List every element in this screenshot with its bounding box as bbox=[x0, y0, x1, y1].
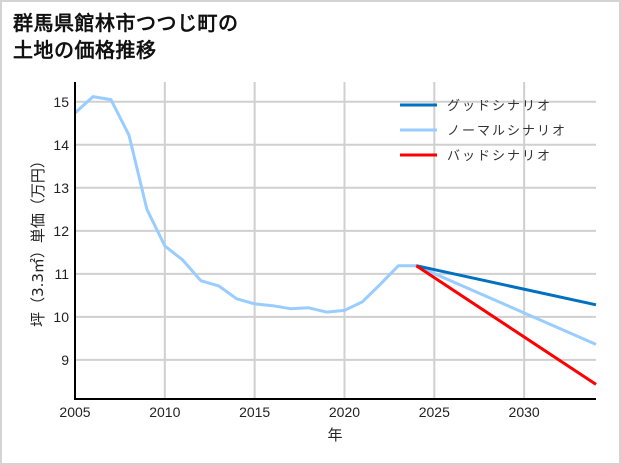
chart-title-line1: 群馬県館林市つつじ町の bbox=[13, 11, 239, 35]
x-tick-label: 2020 bbox=[329, 404, 360, 420]
x-tick-label: 2015 bbox=[239, 404, 270, 420]
legend-label: ノーマルシナリオ bbox=[447, 124, 567, 139]
series-line bbox=[73, 95, 597, 346]
tick-labels: 9 10 11 12 13 14 15 2005 2010 2015 2020 2025 2030 bbox=[53, 94, 539, 420]
y-tick-label: 13 bbox=[53, 180, 69, 196]
x-axis-title: 年 bbox=[327, 426, 342, 444]
y-tick-label: 12 bbox=[53, 223, 69, 239]
x-tick-label: 2010 bbox=[149, 404, 180, 420]
grid-lines bbox=[75, 82, 596, 399]
chart-title-line2: 土地の価格推移 bbox=[13, 38, 157, 62]
y-tick-label: 14 bbox=[53, 137, 69, 153]
series-line bbox=[415, 264, 597, 386]
series-line bbox=[415, 264, 597, 307]
y-axis-title: 坪（3.3㎡）単価（万円） bbox=[29, 153, 47, 327]
x-tick-label: 2030 bbox=[509, 404, 540, 420]
y-tick-label: 15 bbox=[53, 94, 69, 110]
chart-title: 群馬県館林市つつじ町の 土地の価格推移 bbox=[13, 10, 239, 64]
x-tick-label: 2005 bbox=[59, 404, 90, 420]
y-tick-label: 11 bbox=[54, 266, 69, 282]
legend-label: バッドシナリオ bbox=[447, 149, 552, 164]
axes bbox=[74, 82, 596, 400]
y-tick-label: 10 bbox=[53, 309, 69, 325]
series-lines bbox=[73, 95, 597, 386]
x-tick-label: 2025 bbox=[419, 404, 450, 420]
legend-label: グッドシナリオ bbox=[447, 99, 552, 114]
y-tick-label: 9 bbox=[61, 352, 69, 368]
